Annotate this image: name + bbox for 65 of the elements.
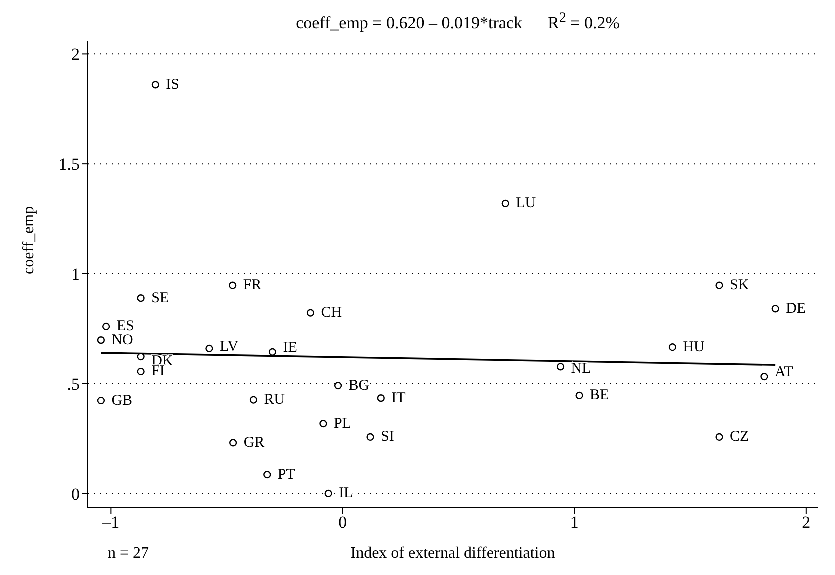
text: n = 27	[108, 545, 150, 563]
point	[716, 282, 724, 290]
series-label: DE	[786, 300, 806, 317]
point	[668, 344, 676, 352]
series-label: IL	[339, 486, 354, 502]
series-label: LV	[220, 339, 239, 356]
x-tick-label: 0	[338, 513, 348, 532]
series-label: CZ	[730, 429, 750, 446]
series-label: SK	[730, 278, 750, 294]
series-label: IS	[166, 76, 180, 93]
x-axis-title: Index of external differentiation	[350, 545, 556, 562]
point	[377, 394, 385, 402]
series-label: ES	[116, 318, 134, 335]
series-label: IT	[392, 390, 406, 406]
series-label: SI	[381, 429, 394, 446]
y-tick-label: 2	[72, 45, 80, 64]
x-tick-label: –1	[102, 513, 120, 532]
series-label: GR	[244, 434, 265, 451]
point	[306, 309, 315, 317]
point	[576, 392, 584, 400]
point	[760, 373, 768, 381]
series-label: SE	[152, 290, 170, 306]
series-label: GB	[112, 392, 133, 409]
point	[320, 420, 328, 428]
series-label: LU	[516, 196, 536, 212]
point	[230, 439, 238, 447]
point	[268, 348, 276, 356]
point	[716, 433, 724, 442]
x-tick-label: 1	[570, 513, 579, 532]
x-tick-label: 2	[802, 513, 811, 532]
y-axis-title: coeff_emp	[20, 206, 38, 274]
point	[206, 344, 214, 352]
point	[97, 396, 106, 405]
series-label: RU	[264, 392, 286, 408]
point	[502, 200, 510, 208]
series-label: HU	[683, 339, 706, 356]
series-label: CH	[321, 305, 342, 322]
point	[137, 294, 145, 302]
point	[556, 363, 565, 371]
point	[229, 282, 237, 290]
series-label: BE	[590, 388, 610, 404]
series-label: PL	[334, 416, 352, 432]
series-label: NO	[112, 332, 134, 348]
point	[250, 396, 258, 404]
y-tick-label: .5	[67, 374, 80, 394]
point	[137, 368, 145, 376]
point	[152, 81, 160, 89]
series-label: NL	[571, 360, 592, 377]
y-tick-label: 1.5	[58, 155, 80, 174]
y-tick-label: 0	[72, 484, 80, 504]
series-label: FR	[243, 278, 262, 294]
point	[102, 322, 110, 330]
point	[366, 433, 374, 442]
point	[334, 382, 342, 390]
series-label: BG	[348, 378, 370, 394]
series-label: AT	[774, 364, 794, 380]
point	[137, 353, 145, 361]
y-tick-label: 1	[72, 264, 80, 284]
series-label: IE	[283, 340, 298, 356]
point	[772, 305, 780, 313]
point	[324, 490, 332, 498]
point	[264, 471, 272, 479]
chart-title: coeff_emp = 0.620 – 0.019*track R$^{2}$ = 0.2%	[295, 10, 621, 34]
point	[97, 336, 106, 344]
series-label: PT	[278, 466, 296, 483]
